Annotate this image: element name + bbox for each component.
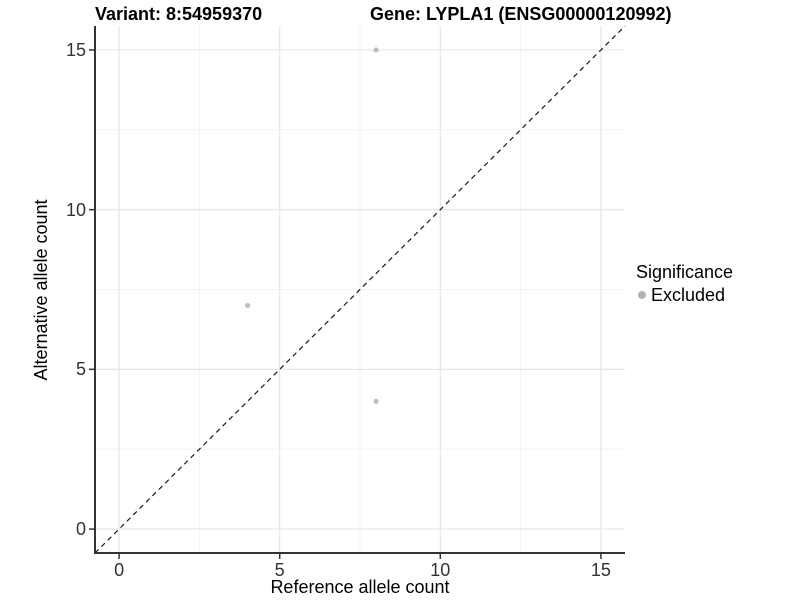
x-tick-label: 0 (114, 560, 125, 580)
y-tick-label: 5 (75, 359, 86, 380)
y-tick-label: 10 (65, 199, 86, 220)
x-tick-label: 15 (590, 560, 611, 580)
legend-item-label: Excluded (651, 285, 726, 305)
y-tick-label: 0 (75, 519, 86, 540)
legend-key-dot-icon (638, 291, 646, 299)
y-axis-title: Alternative allele count (31, 199, 52, 381)
legend: Significance Excluded (636, 261, 733, 306)
y-tick-label: 15 (65, 39, 86, 60)
identity-dashed-line (94, 25, 626, 554)
x-axis-title: Reference allele count (270, 577, 450, 597)
legend-title: Significance (636, 262, 734, 282)
data-point (244, 302, 251, 309)
x-tick-label: 5 (274, 560, 285, 580)
legend-item-excluded: Excluded (636, 284, 733, 306)
x-tick-label: 10 (430, 560, 451, 580)
gene-title: Gene: LYPLA1 (ENSG00000120992) (370, 4, 672, 24)
variant-title: Variant: 8:54959370 (95, 4, 263, 24)
data-point (373, 398, 379, 404)
data-point (373, 47, 379, 53)
